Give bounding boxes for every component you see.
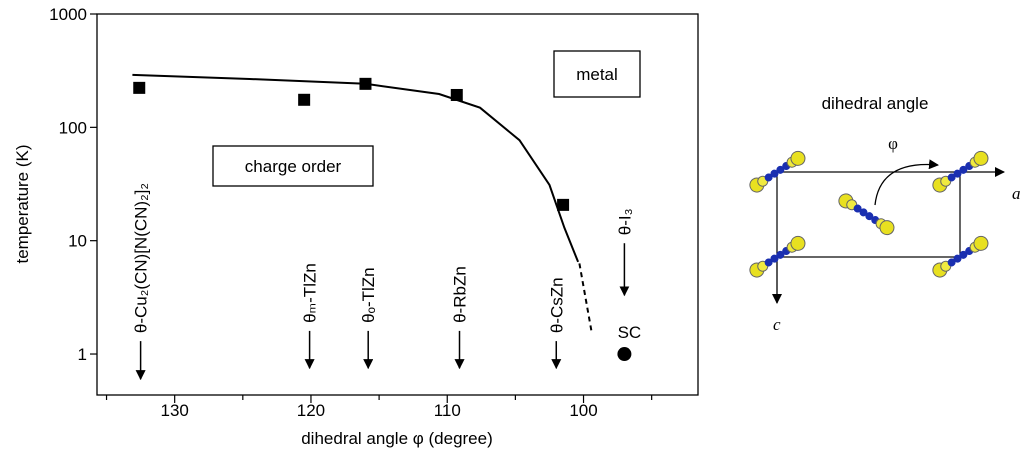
region-box — [553, 50, 641, 98]
x-tick-label: 130 — [160, 401, 188, 420]
diagram: dihedral angle a c φ — [746, 94, 1021, 334]
data-square — [557, 198, 570, 211]
region-label: charge order — [245, 157, 342, 176]
data-square — [359, 77, 372, 90]
x-tick-label: 120 — [297, 401, 325, 420]
point-label: SC — [618, 323, 642, 342]
data-circle — [617, 347, 632, 362]
plot-frame — [96, 13, 699, 396]
axis-a: a — [1012, 184, 1021, 203]
y-tick-label: 1 — [78, 345, 87, 364]
y-tick-label: 100 — [59, 118, 87, 137]
x-tick-label: 110 — [434, 401, 461, 420]
angle-arrow — [874, 159, 939, 206]
y-axis-label: temperature (K) — [13, 144, 32, 263]
region-label: metal — [576, 65, 618, 84]
y-tick-label: 10 — [68, 232, 87, 251]
x-tick-label: 100 — [569, 401, 597, 420]
x-axis-label: dihedral angle φ (degree) — [301, 429, 493, 448]
y-tick-label: 1000 — [49, 5, 87, 24]
fit-curve-extrapolated — [578, 263, 593, 333]
angle-symbol: φ — [888, 134, 898, 153]
data-square — [298, 93, 311, 106]
annotation-label: θ-Cu₂(CN)[N(CN)₂]₂ — [132, 183, 151, 333]
annotation-label: θ-RbZn — [451, 266, 470, 323]
fit-curve — [132, 73, 580, 263]
annotation-label: θ-I₃ — [615, 208, 634, 235]
diagram-title: dihedral angle — [822, 94, 929, 113]
axis-c: c — [773, 315, 781, 334]
data-square — [450, 88, 463, 101]
annotation-label: θ-CsZn — [547, 277, 566, 333]
unit-cell — [776, 171, 961, 258]
annotation-label: θₘ-TlZn — [301, 263, 320, 323]
data-square — [133, 81, 146, 94]
annotation-label: θₒ-TlZn — [359, 267, 378, 323]
molecule — [835, 190, 898, 239]
region-box — [212, 145, 374, 187]
